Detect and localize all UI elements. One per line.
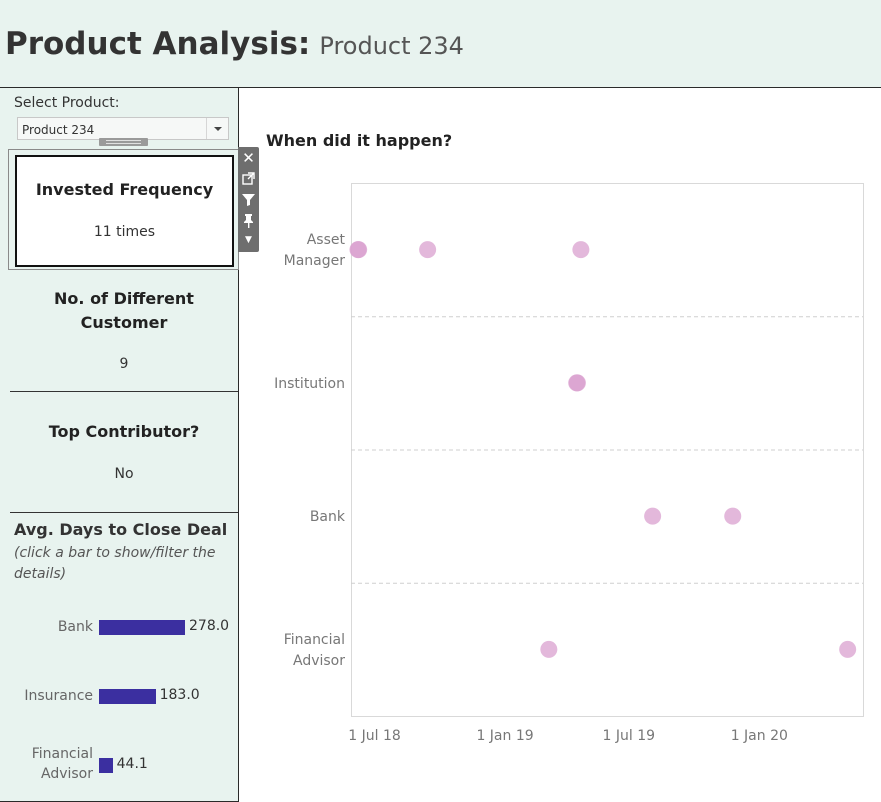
data-point[interactable]: [839, 640, 857, 658]
close-icon[interactable]: ✕: [242, 149, 255, 167]
no-different-customer-title: No. of Different Customer: [10, 287, 238, 335]
bar-value-label: 278.0: [189, 618, 230, 634]
avg-days-note: (click a bar to show/filter the details): [14, 545, 216, 582]
data-point[interactable]: [724, 507, 742, 525]
no-different-customer-value: 9: [119, 356, 129, 372]
invested-frequency-selected[interactable]: Invested Frequency 11 times: [15, 155, 234, 267]
invested-frequency-title: Invested Frequency: [35, 180, 214, 199]
card-toolbar: ✕ ▼: [238, 147, 259, 252]
top-contributor-value: No: [114, 466, 134, 482]
no-different-customer-title-line1: No. of Different: [54, 289, 194, 308]
x-axis-tick-label: 1 Jul 18: [348, 728, 401, 744]
dashboard-header: Product Analysis: Product 234: [0, 0, 881, 88]
bar-value-label: 183.0: [159, 687, 200, 703]
open-in-new-icon[interactable]: [238, 168, 259, 189]
y-axis-label: Financial Advisor: [284, 632, 346, 669]
bar-value-label: 44.1: [116, 756, 148, 772]
data-point[interactable]: [644, 507, 662, 525]
data-point[interactable]: [350, 241, 368, 259]
page-title: Product Analysis: Product 234: [5, 26, 464, 62]
filter-icon[interactable]: [238, 189, 259, 210]
product-select-value: Product 234: [22, 123, 95, 137]
avg-days-bar[interactable]: [99, 689, 156, 704]
avg-days-bar[interactable]: [99, 620, 185, 635]
divider: [10, 512, 238, 513]
drag-handle[interactable]: [99, 138, 148, 146]
select-product-label: Select Product:: [14, 95, 120, 111]
avg-days-title: Avg. Days to Close Deal: [14, 520, 228, 539]
x-axis-tick-label: 1 Jan 20: [731, 728, 788, 744]
x-axis-tick-label: 1 Jul 19: [603, 728, 656, 744]
more-options-icon[interactable]: ▼: [245, 235, 252, 245]
data-point[interactable]: [419, 241, 437, 259]
bar-category-label: Bank: [57, 619, 93, 635]
y-axis-label: Asset Manager: [284, 232, 346, 269]
timeline-scatter-chart: Asset Manager Institution Bank Financial Advi…: [274, 183, 864, 744]
top-contributor-title: Top Contributor?: [48, 422, 200, 441]
invested-frequency-value: 11 times: [93, 224, 156, 240]
x-axis-tick-label: 1 Jan 19: [476, 728, 533, 744]
page-title-product: Product 234: [319, 32, 464, 60]
y-axis-label: Institution: [274, 376, 345, 392]
bar-category-label: Financial Advisor: [31, 746, 93, 782]
data-point[interactable]: [540, 640, 558, 658]
data-point[interactable]: [572, 241, 590, 259]
y-axis-label: Bank: [310, 509, 346, 525]
chart-title: When did it happen?: [266, 131, 453, 150]
sidebar: Select Product: Product 234 Invested Fre…: [0, 88, 259, 802]
bar-category-label: Insurance: [24, 688, 93, 704]
pin-icon[interactable]: [238, 210, 259, 231]
invested-frequency-card[interactable]: Invested Frequency 11 times: [8, 149, 239, 270]
page-title-main: Product Analysis:: [5, 26, 311, 62]
product-select[interactable]: Product 234: [17, 117, 229, 140]
divider: [10, 391, 238, 392]
no-different-customer-title-line2: Customer: [80, 313, 168, 332]
data-point[interactable]: [568, 374, 586, 392]
avg-days-bar[interactable]: [99, 758, 113, 773]
chevron-down-icon[interactable]: [206, 118, 228, 139]
